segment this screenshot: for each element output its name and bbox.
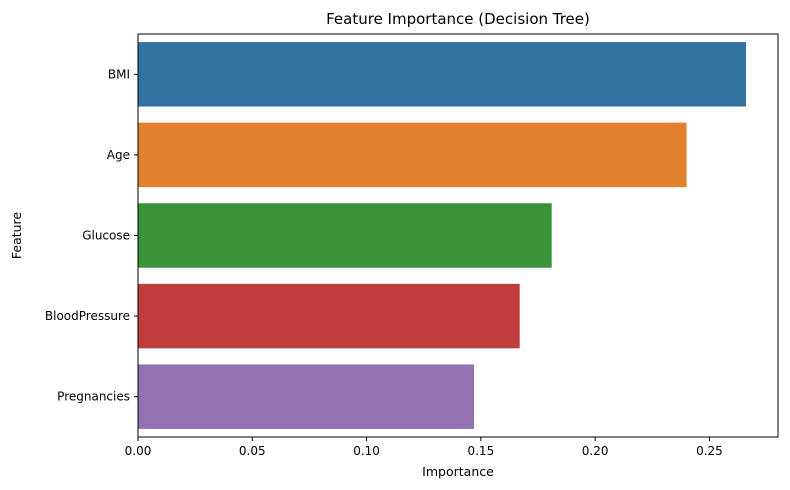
y-axis-label: Feature (9, 212, 24, 260)
y-tick-label: BMI (108, 67, 130, 81)
bar-bloodpressure (138, 283, 520, 349)
bar-age (138, 122, 687, 188)
x-tick-label: 0.20 (582, 444, 609, 458)
x-tick-label: 0.05 (239, 444, 266, 458)
x-tick-label: 0.15 (467, 444, 494, 458)
x-axis-label: Importance (422, 464, 494, 479)
bars-group (138, 42, 746, 429)
y-axis-ticks: BMI Age Glucose BloodPressure Pregnancies (45, 67, 138, 404)
bar-pregnancies (138, 364, 474, 429)
plot-frame (137, 33, 779, 438)
chart-title: Feature Importance (Decision Tree) (326, 10, 590, 28)
bar-bmi (138, 42, 746, 107)
y-tick-label: Age (107, 148, 130, 162)
y-tick-label: Pregnancies (57, 390, 130, 404)
y-tick-label: Glucose (82, 229, 130, 243)
x-axis-ticks: 0.00 0.05 0.10 0.15 0.20 0.25 (125, 437, 723, 458)
x-tick-label: 0.00 (125, 444, 152, 458)
bar-glucose (138, 203, 552, 268)
y-tick-label: BloodPressure (45, 309, 130, 323)
x-tick-label: 0.25 (696, 444, 723, 458)
x-tick-label: 0.10 (353, 444, 380, 458)
